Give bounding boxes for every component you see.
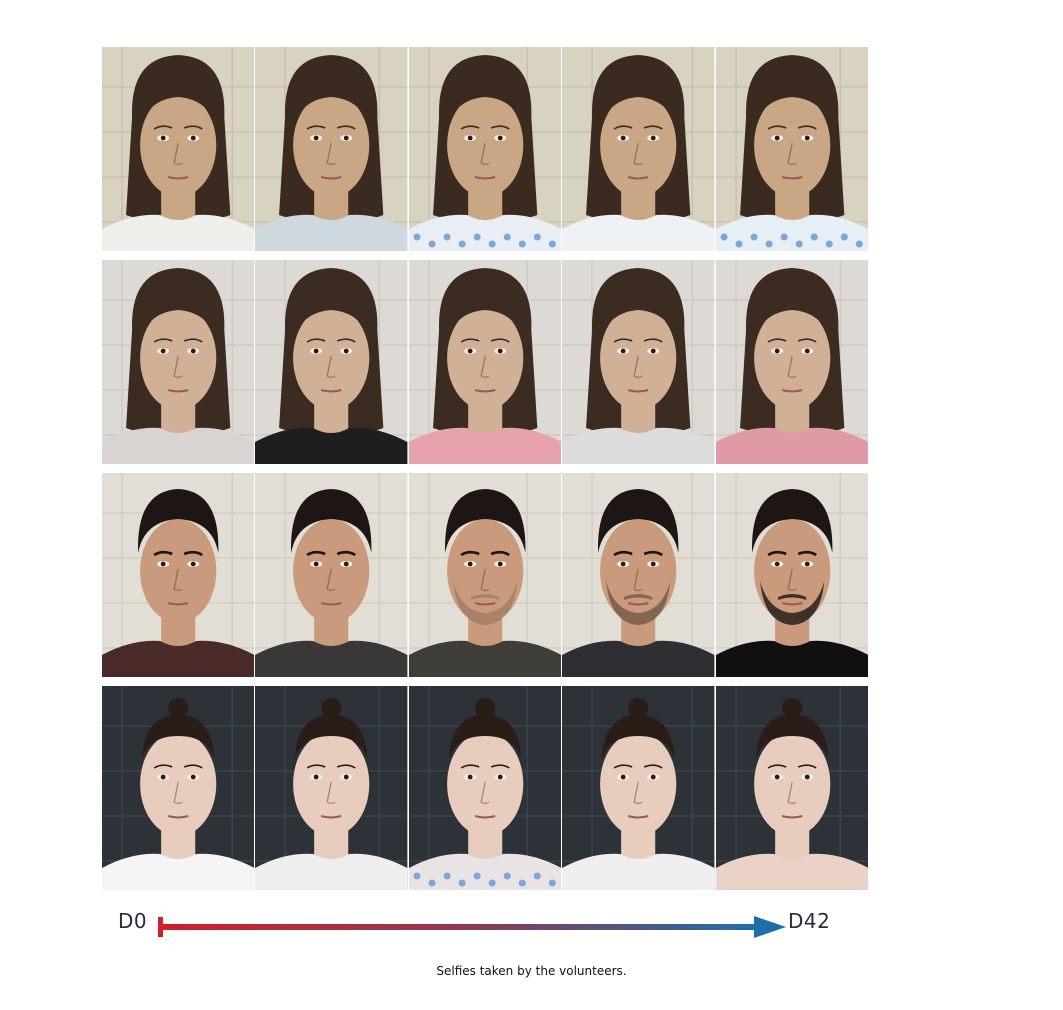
selfie-photo: [102, 47, 256, 251]
selfie-photo: [408, 686, 563, 890]
face-portrait-image: [408, 47, 562, 251]
face-portrait-image: [255, 473, 408, 677]
selfie-photo: [408, 47, 563, 251]
selfie-photo: [408, 260, 563, 464]
face-portrait-image: [562, 686, 715, 890]
figure-caption: Selfies taken by the volunteers.: [436, 964, 627, 978]
face-portrait-image: [715, 260, 868, 464]
selfie-photo: [715, 47, 869, 251]
selfie-photo: [408, 473, 563, 677]
face-portrait-image: [255, 686, 408, 890]
timeline-start-tick: [158, 917, 163, 937]
selfie-photo: [562, 260, 716, 464]
face-portrait-image: [562, 47, 715, 251]
face-portrait-image: [102, 686, 255, 890]
face-portrait-image: [715, 686, 868, 890]
face-portrait-image: [102, 47, 255, 251]
selfie-photo: [715, 473, 869, 677]
face-portrait-image: [562, 473, 715, 677]
face-portrait-image: [715, 47, 868, 251]
timeline-end-label: D42: [788, 909, 831, 933]
selfie-photo: [562, 47, 716, 251]
timeline-arrowhead: [754, 916, 786, 938]
timeline-arrow: [158, 916, 786, 938]
selfie-photo: [562, 686, 716, 890]
selfie-row-4: [102, 686, 869, 890]
timeline-start-label: D0: [118, 909, 148, 933]
timeline-line: [163, 924, 758, 930]
face-portrait-image: [102, 473, 255, 677]
face-portrait-image: [255, 260, 408, 464]
timeline: D0 D42: [118, 906, 838, 938]
selfie-photo: [102, 260, 256, 464]
selfie-row-3: [102, 473, 869, 677]
face-portrait-image: [715, 473, 868, 677]
selfie-row-2: [102, 260, 869, 464]
selfie-photo: [102, 473, 256, 677]
selfie-photo: [102, 686, 256, 890]
selfie-photo: [255, 260, 409, 464]
selfie-photo: [255, 47, 409, 251]
selfie-photo: [715, 686, 869, 890]
selfie-photo: [255, 686, 409, 890]
selfie-photo: [715, 260, 869, 464]
face-portrait-image: [408, 686, 562, 890]
face-portrait-image: [255, 47, 408, 251]
selfie-photo: [255, 473, 409, 677]
face-portrait-image: [102, 260, 255, 464]
face-portrait-image: [408, 260, 562, 464]
selfie-row-1: [102, 47, 869, 251]
face-portrait-image: [408, 473, 562, 677]
selfie-photo: [562, 473, 716, 677]
selfie-grid: [102, 47, 869, 890]
face-portrait-image: [562, 260, 715, 464]
